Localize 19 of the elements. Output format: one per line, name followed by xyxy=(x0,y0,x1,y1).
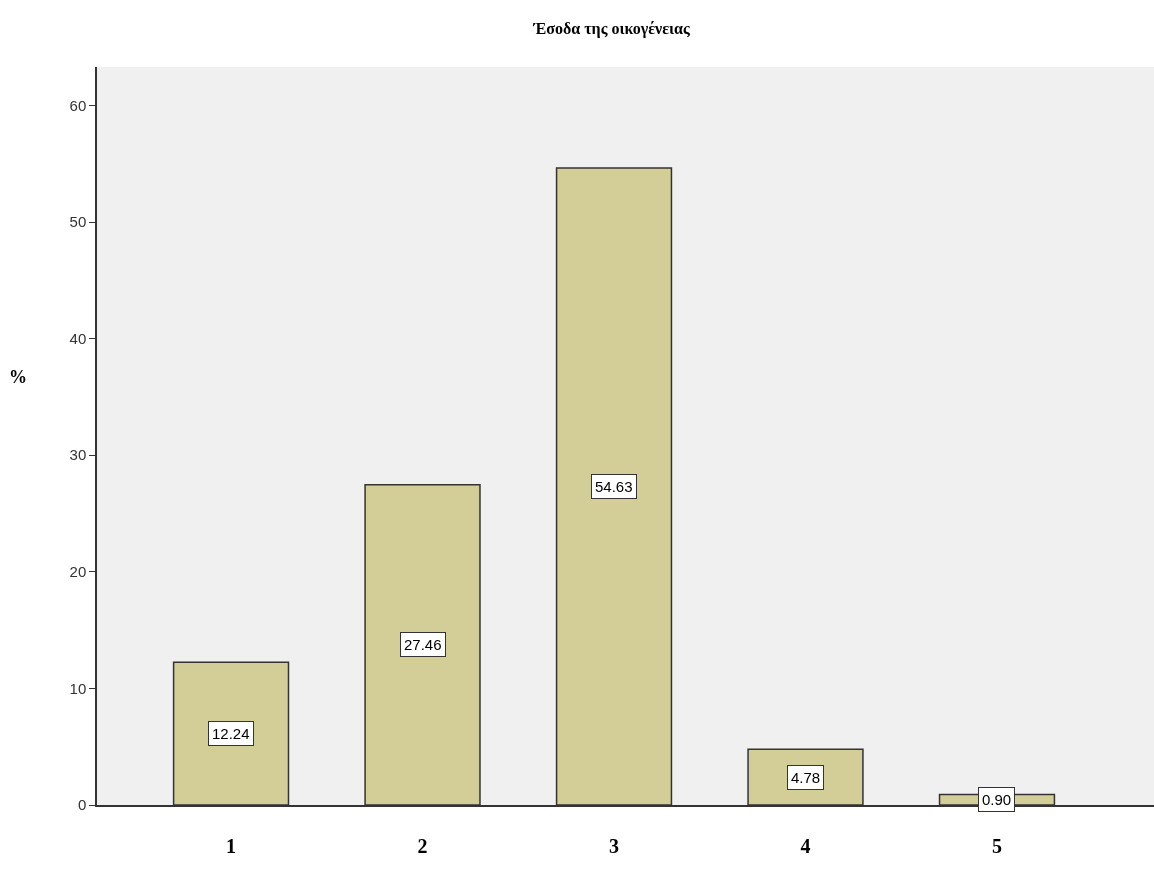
data-label: 54.63 xyxy=(595,478,633,495)
chart-title: Έσοδα της οικογένειας xyxy=(532,20,690,39)
x-tick-label: 5 xyxy=(991,834,1002,857)
y-tick-label: 30 xyxy=(69,446,87,464)
x-tick-label: 1 xyxy=(226,834,237,857)
y-tick-label: 50 xyxy=(69,213,87,231)
data-label: 4.78 xyxy=(791,769,821,786)
data-label: 0.90 xyxy=(982,791,1012,808)
data-label: 12.24 xyxy=(212,725,250,742)
y-axis-title: % xyxy=(9,367,27,387)
y-tick-label: 10 xyxy=(69,679,87,697)
y-tick-label: 20 xyxy=(69,563,87,581)
x-tick-label: 3 xyxy=(609,834,620,857)
y-tick-label: 40 xyxy=(69,329,87,347)
x-tick-label: 4 xyxy=(800,834,811,857)
x-tick-label: 2 xyxy=(417,834,428,857)
data-label: 27.46 xyxy=(404,636,442,653)
y-tick-label: 60 xyxy=(69,96,87,114)
y-tick-label: 0 xyxy=(77,796,87,814)
